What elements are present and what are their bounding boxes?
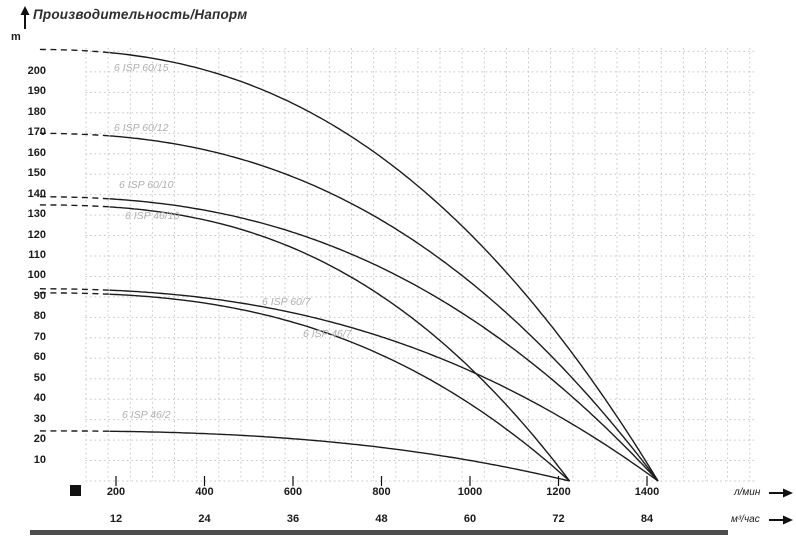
x-tick-label-lmin: 800 <box>372 486 391 498</box>
x-axis-unit-m3h: м³/час <box>731 514 760 525</box>
curve-label: 6 ISP 46/7 <box>303 328 352 340</box>
curve-label: 6 ISP 60/7 <box>262 296 311 308</box>
y-tick-label: 170 <box>27 126 46 139</box>
curve-label: 6 ISP 46/2 <box>122 409 171 421</box>
y-tick-label: 120 <box>27 228 46 241</box>
y-tick-label: 80 <box>33 310 46 323</box>
y-tick-label: 160 <box>27 146 46 159</box>
right-arrow-icon <box>769 515 793 525</box>
y-tick-label: 100 <box>27 269 46 282</box>
y-tick-label: 130 <box>27 208 46 221</box>
y-tick-label: 110 <box>28 248 46 261</box>
x-tick-label-m3h: 12 <box>109 513 123 525</box>
curve-label: 6 ISP 60/15 <box>114 62 169 74</box>
right-arrow-icon <box>769 488 793 498</box>
y-tick-label: 20 <box>33 433 46 446</box>
x-tick-label-m3h: 36 <box>286 513 300 525</box>
y-tick-label: 200 <box>27 64 46 77</box>
up-arrow-icon <box>20 6 30 29</box>
curve-label: 6 ISP 46/10 <box>125 210 180 222</box>
y-tick-label: 90 <box>33 289 46 302</box>
y-tick-label: 190 <box>27 85 46 98</box>
x-tick-label-lmin: 400 <box>195 486 214 498</box>
x-tick-label-m3h: 24 <box>198 513 211 525</box>
pump-curve-dashed-leadin <box>39 288 112 291</box>
pump-curve-dashed-leadin <box>39 292 112 295</box>
y-tick-label: 40 <box>33 392 46 405</box>
y-tick-label: 10 <box>33 453 46 466</box>
x-axis-unit-lmin: л/мин <box>734 487 761 498</box>
y-tick-label: 140 <box>27 187 46 200</box>
origin-marker-square <box>70 485 81 496</box>
pump-curve-dashed-leadin <box>39 196 112 200</box>
pump-curve-dashed-leadin <box>39 48 112 54</box>
y-tick-label: 30 <box>33 412 46 425</box>
y-axis-unit-label: m <box>11 31 21 43</box>
x-tick-label-lmin: 1400 <box>634 486 660 498</box>
y-tick-label: 60 <box>33 351 46 364</box>
x-tick-label-m3h: 60 <box>463 513 477 525</box>
x-tick-label-lmin: 1000 <box>457 486 483 498</box>
pump-curve <box>109 51 659 482</box>
y-tick-label: 180 <box>27 105 46 118</box>
pump-curve <box>109 135 659 482</box>
x-tick-label-m3h: 84 <box>640 513 654 525</box>
y-tick-label: 70 <box>33 330 46 343</box>
x-tick-label-m3h: 72 <box>552 513 565 525</box>
pump-curve <box>109 289 659 482</box>
y-tick-label: 50 <box>33 371 46 384</box>
pump-curve-dashed-leadin <box>39 132 112 137</box>
x-tick-label-lmin: 1200 <box>546 486 571 498</box>
curve-label: 6 ISP 60/12 <box>114 122 169 134</box>
y-tick-label: 150 <box>27 167 46 180</box>
pump-curve <box>109 293 571 482</box>
pump-curve-dashed-leadin <box>39 204 112 208</box>
chart-title: Производительность/Напорм <box>33 7 248 22</box>
bottom-divider-bar <box>30 530 728 535</box>
pump-curve <box>109 206 571 482</box>
pump-curve <box>109 430 570 482</box>
pump-curve <box>109 198 659 482</box>
curve-label: 6 ISP 60/10 <box>119 179 174 191</box>
x-tick-label-lmin: 600 <box>283 486 303 498</box>
x-tick-label-m3h: 48 <box>375 513 388 525</box>
x-tick-label-lmin: 200 <box>106 486 126 498</box>
